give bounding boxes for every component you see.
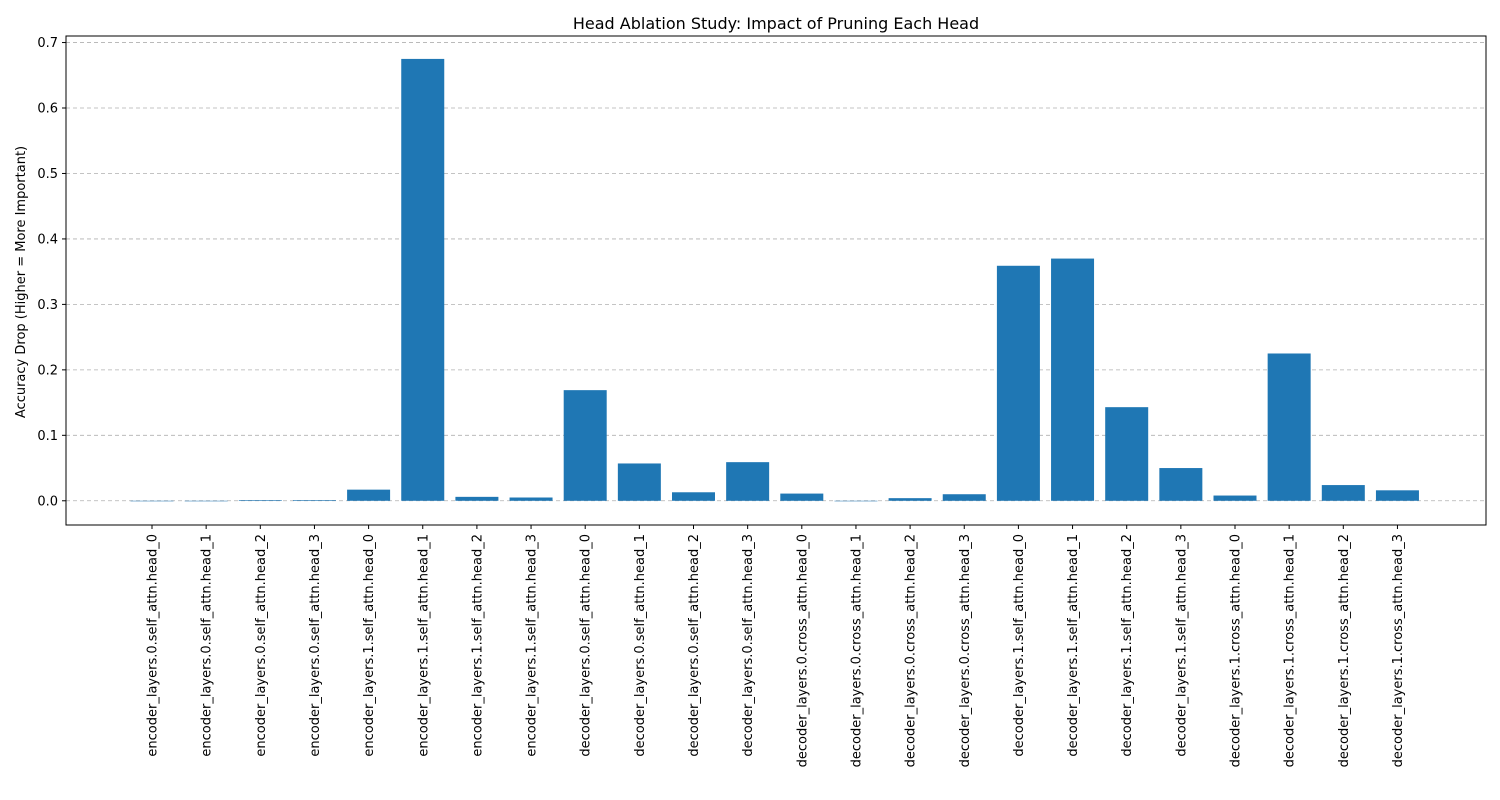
x-tick-label: decoder_layers.0.cross_attn.head_2	[904, 534, 919, 767]
bar	[996, 265, 1040, 501]
x-tick-label: encoder_layers.0.self_attn.head_3	[308, 534, 323, 757]
x-tick-label: decoder_layers.0.self_attn.head_3	[741, 534, 756, 757]
y-tick-label: 0.4	[37, 232, 58, 247]
bar	[1321, 485, 1365, 501]
y-axis-label: Accuracy Drop (Higher = More Important)	[14, 146, 29, 418]
y-tick-label: 0.3	[37, 298, 58, 313]
x-tick-label: decoder_layers.0.self_attn.head_0	[579, 534, 594, 757]
y-tick-label: 0.1	[37, 429, 58, 444]
bar	[184, 500, 228, 502]
x-tick-label: encoder_layers.1.self_attn.head_3	[525, 534, 540, 757]
x-tick-label: encoder_layers.1.self_attn.head_1	[416, 534, 431, 757]
bar	[888, 498, 932, 501]
x-tick-label: decoder_layers.0.cross_attn.head_1	[849, 534, 864, 767]
x-tick-label: decoder_layers.0.cross_attn.head_3	[958, 534, 973, 767]
x-tick-label: decoder_layers.0.cross_attn.head_0	[795, 534, 810, 767]
bar	[726, 462, 770, 501]
bar	[1375, 490, 1419, 501]
x-tick-label: decoder_layers.1.cross_attn.head_1	[1283, 534, 1298, 767]
bar	[672, 492, 715, 501]
bar	[834, 500, 878, 502]
bar	[942, 494, 986, 501]
plot-area-frame	[65, 35, 1487, 526]
bar	[130, 500, 174, 502]
bar	[347, 489, 391, 501]
bar	[509, 497, 553, 501]
x-tick-label: encoder_layers.0.self_attn.head_0	[146, 534, 161, 757]
bar	[1213, 495, 1257, 501]
y-tick-label: 0.5	[37, 167, 58, 182]
x-tick-label: encoder_layers.1.self_attn.head_2	[470, 534, 485, 757]
gridlines	[66, 42, 1486, 502]
x-tick-label: encoder_layers.1.self_attn.head_0	[362, 534, 377, 757]
x-tick-label: encoder_layers.0.self_attn.head_1	[200, 534, 215, 757]
bar	[455, 496, 499, 501]
bar	[1159, 468, 1203, 501]
bar	[1051, 258, 1095, 501]
bar	[292, 500, 336, 501]
x-tick-label: encoder_layers.0.self_attn.head_2	[254, 534, 269, 757]
x-tick-label: decoder_layers.1.self_attn.head_3	[1174, 534, 1189, 757]
bar	[617, 463, 661, 501]
y-tick-label: 0.6	[37, 102, 58, 117]
x-tick-label: decoder_layers.1.self_attn.head_1	[1066, 534, 1081, 757]
bar	[780, 493, 824, 501]
x-tick-label: decoder_layers.1.self_attn.head_0	[1012, 534, 1027, 757]
x-tick-label: decoder_layers.0.self_attn.head_1	[633, 534, 648, 757]
bar	[1267, 353, 1311, 501]
chart-title: Head Ablation Study: Impact of Pruning E…	[573, 14, 979, 33]
x-axis: encoder_layers.0.self_attn.head_0 encoder…	[146, 525, 1406, 767]
y-tick-label: 0.2	[37, 363, 58, 378]
x-tick-label: decoder_layers.1.cross_attn.head_0	[1229, 534, 1244, 767]
bar	[238, 500, 282, 501]
bar	[401, 58, 445, 501]
y-tick-label: 0.7	[37, 36, 58, 51]
x-tick-label: decoder_layers.1.self_attn.head_2	[1120, 534, 1135, 757]
x-tick-label: decoder_layers.1.cross_attn.head_3	[1391, 534, 1406, 767]
bar	[563, 390, 607, 501]
x-tick-label: decoder_layers.1.cross_attn.head_2	[1337, 534, 1352, 767]
y-axis: 0.0 0.1 0.2 0.3 0.4 0.5 0.6 0.7	[37, 36, 66, 509]
x-tick-label: decoder_layers.0.self_attn.head_2	[687, 534, 702, 757]
bar	[1105, 407, 1149, 501]
y-tick-label: 0.0	[37, 494, 58, 509]
bars	[130, 58, 1419, 502]
